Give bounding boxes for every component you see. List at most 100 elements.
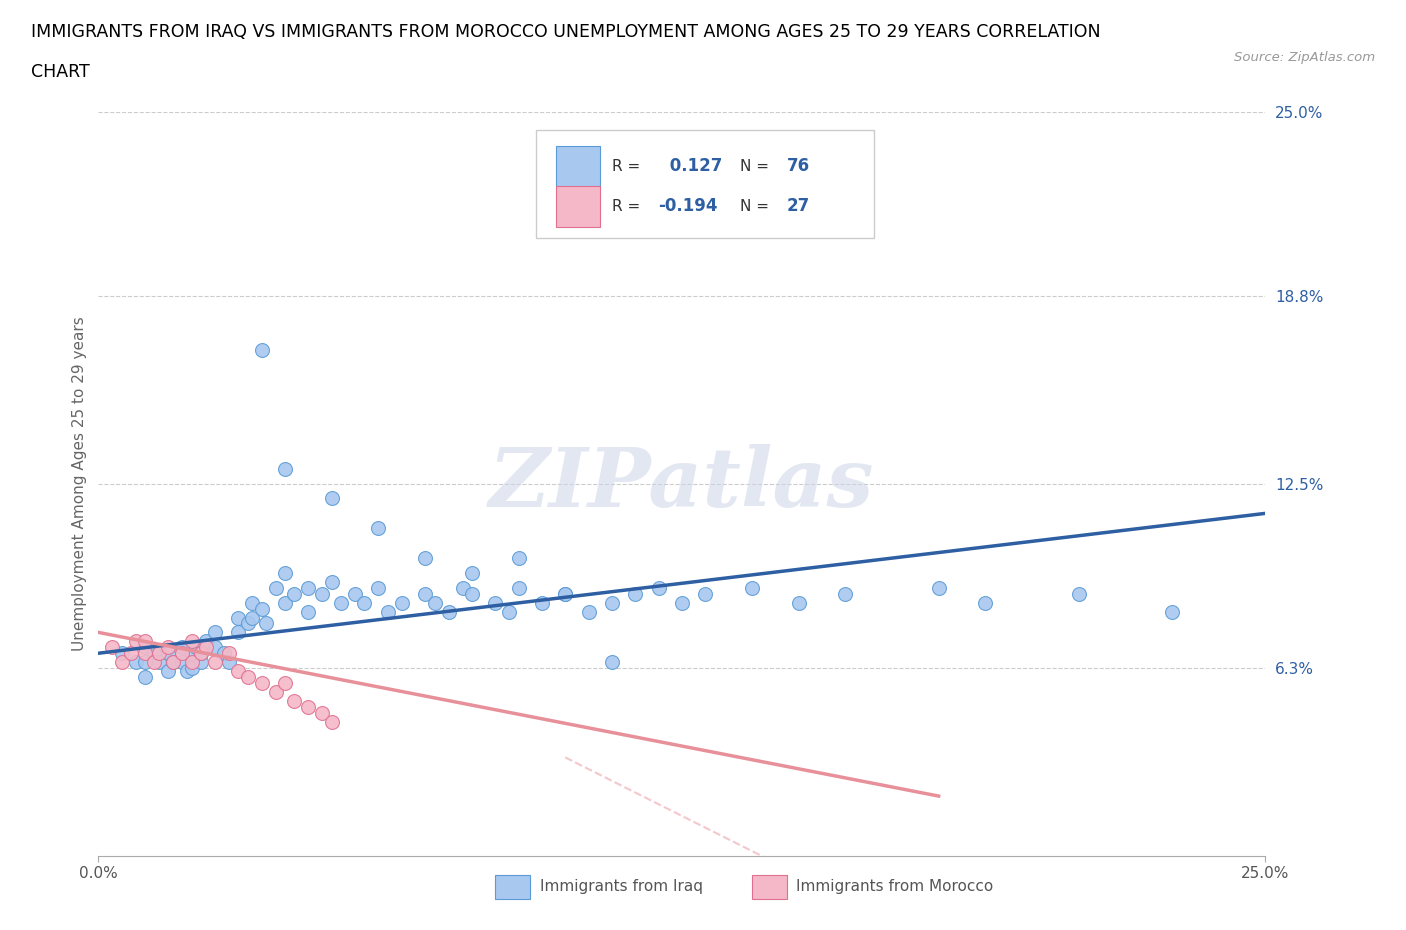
Point bbox=[190, 645, 212, 660]
Bar bbox=[555, 186, 600, 227]
Point bbox=[274, 565, 297, 580]
Point bbox=[186, 640, 208, 655]
Point bbox=[297, 604, 319, 619]
Point bbox=[578, 604, 600, 619]
Point bbox=[204, 640, 226, 655]
FancyBboxPatch shape bbox=[536, 130, 875, 238]
Point bbox=[242, 610, 264, 625]
Point bbox=[484, 595, 506, 610]
Point bbox=[180, 660, 202, 675]
Point bbox=[134, 634, 156, 649]
Point bbox=[508, 551, 530, 565]
Point bbox=[134, 655, 156, 670]
Text: Immigrants from Iraq: Immigrants from Iraq bbox=[540, 880, 703, 895]
Point bbox=[180, 645, 202, 660]
Point bbox=[214, 645, 236, 660]
Point bbox=[228, 625, 250, 640]
Point bbox=[311, 586, 333, 601]
Bar bbox=[752, 875, 787, 898]
Point bbox=[180, 655, 202, 670]
Text: Immigrants from Morocco: Immigrants from Morocco bbox=[796, 880, 994, 895]
Point bbox=[172, 655, 194, 670]
Point bbox=[451, 580, 474, 595]
Point bbox=[180, 634, 202, 649]
Point bbox=[143, 645, 166, 660]
Point bbox=[283, 586, 305, 601]
Point bbox=[236, 616, 259, 631]
Point bbox=[787, 595, 810, 610]
Point bbox=[530, 595, 553, 610]
Point bbox=[162, 655, 184, 670]
Text: IMMIGRANTS FROM IRAQ VS IMMIGRANTS FROM MOROCCO UNEMPLOYMENT AMONG AGES 25 TO 29: IMMIGRANTS FROM IRAQ VS IMMIGRANTS FROM … bbox=[31, 23, 1101, 41]
Point bbox=[228, 610, 250, 625]
Point bbox=[274, 675, 297, 690]
Text: ZIPatlas: ZIPatlas bbox=[489, 444, 875, 524]
Point bbox=[367, 580, 389, 595]
Point bbox=[218, 645, 240, 660]
Point bbox=[321, 491, 343, 506]
Point bbox=[834, 586, 856, 601]
Point bbox=[190, 645, 212, 660]
Point bbox=[250, 601, 273, 616]
Point bbox=[297, 699, 319, 714]
Point bbox=[236, 670, 259, 684]
Point bbox=[554, 586, 576, 601]
Point bbox=[194, 640, 217, 655]
Point bbox=[311, 705, 333, 720]
Point bbox=[498, 604, 520, 619]
Point bbox=[194, 634, 217, 649]
Point bbox=[172, 640, 194, 655]
Point bbox=[274, 461, 297, 476]
Point bbox=[228, 664, 250, 679]
Point bbox=[321, 714, 343, 729]
Point bbox=[111, 645, 134, 660]
Point bbox=[423, 595, 446, 610]
Text: R =: R = bbox=[612, 199, 645, 214]
Point bbox=[461, 565, 484, 580]
Point bbox=[297, 580, 319, 595]
Point bbox=[353, 595, 375, 610]
Point bbox=[508, 580, 530, 595]
Point bbox=[264, 684, 287, 699]
Point bbox=[190, 655, 212, 670]
Point bbox=[391, 595, 413, 610]
Point bbox=[367, 521, 389, 536]
Point bbox=[134, 645, 156, 660]
Point bbox=[125, 634, 148, 649]
Point bbox=[321, 575, 343, 590]
Text: -0.194: -0.194 bbox=[658, 197, 718, 215]
Point bbox=[1067, 586, 1090, 601]
Point bbox=[344, 586, 367, 601]
Point bbox=[1161, 604, 1184, 619]
Point bbox=[242, 595, 264, 610]
Point bbox=[157, 640, 180, 655]
Bar bbox=[495, 875, 530, 898]
Point bbox=[283, 694, 305, 709]
Bar bbox=[555, 146, 600, 187]
Point bbox=[101, 640, 124, 655]
Point bbox=[157, 645, 180, 660]
Point bbox=[974, 595, 997, 610]
Point bbox=[264, 580, 287, 595]
Text: CHART: CHART bbox=[31, 63, 90, 81]
Text: Source: ZipAtlas.com: Source: ZipAtlas.com bbox=[1234, 51, 1375, 64]
Point bbox=[143, 655, 166, 670]
Point bbox=[600, 193, 623, 208]
Point bbox=[204, 655, 226, 670]
Point bbox=[600, 655, 623, 670]
Point bbox=[120, 645, 142, 660]
Point bbox=[250, 675, 273, 690]
Point bbox=[134, 640, 156, 655]
Point bbox=[554, 586, 576, 601]
Point bbox=[162, 655, 184, 670]
Point bbox=[437, 604, 460, 619]
Point bbox=[377, 604, 399, 619]
Point bbox=[461, 586, 484, 601]
Point bbox=[695, 586, 717, 601]
Point bbox=[741, 580, 763, 595]
Text: N =: N = bbox=[741, 199, 775, 214]
Point bbox=[671, 595, 693, 610]
Point bbox=[928, 580, 950, 595]
Text: 0.127: 0.127 bbox=[665, 157, 723, 175]
Point bbox=[274, 595, 297, 610]
